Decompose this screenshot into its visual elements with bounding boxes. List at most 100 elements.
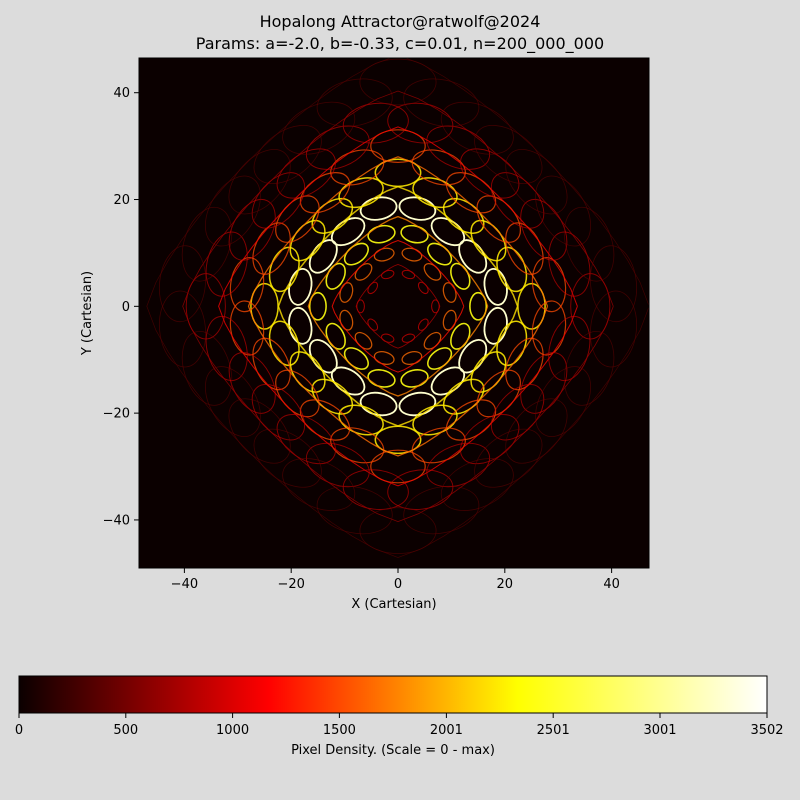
orbit-ellipse [563,206,615,282]
orbit-ellipse [426,125,491,170]
orbit-ellipse [250,282,279,330]
orbit-ellipse [589,245,638,323]
ring-band [355,264,441,349]
x-tick-label: 0 [394,577,402,592]
ring-band [331,239,465,373]
orbit-ellipse [517,282,546,330]
orbit-ellipse [387,102,454,144]
density-ring [146,58,649,558]
orbit-ellipse [359,58,437,106]
orbit-ellipse [490,172,545,229]
density-layer [146,58,649,558]
orbit-ellipse [440,101,514,155]
orbit-ellipse [589,290,638,368]
colorbar-frame [18,675,768,714]
orbit-ellipse [359,196,398,221]
orbit-ellipse [305,125,370,170]
orbit-ellipse [505,149,568,215]
chart-title: Hopalong Attractor@ratwolf@2024 [259,12,541,31]
orbit-ellipse [496,320,528,367]
orbit-ellipse [440,458,514,511]
x-tick-label: 20 [497,577,514,592]
ring-band [247,156,549,457]
orbit-ellipse [342,102,409,144]
x-tick-label: −40 [171,577,198,592]
orbit-ellipse [268,246,300,293]
orbit-ellipse [359,507,437,554]
orbit-ellipse [316,485,393,535]
orbit-ellipse [308,291,327,321]
orbit-ellipse [412,404,458,436]
colorbar [19,676,767,713]
orbit-ellipse [228,398,291,464]
orbit-ellipse [387,469,454,510]
x-axis-ticks: −40 −20 0 20 40 [171,568,620,592]
orbit-ellipse [403,78,480,127]
orbit-ellipse [431,299,440,314]
orbit-ellipse [483,268,508,306]
orbit-ellipse [229,256,265,313]
colorbar-tick-label: 3001 [643,723,676,738]
orbit-ellipse [548,315,591,382]
orbit-ellipse [398,391,437,417]
orbit-ellipse [483,306,508,345]
density-ring [247,156,549,457]
colorbar-tick-label: 0 [15,723,23,738]
colorbar-label: Pixel Density. (Scale = 0 - max) [291,743,495,758]
plot-frame [138,57,650,569]
orbit-ellipse [426,442,491,488]
orbit-ellipse [253,125,322,184]
y-tick-label: 0 [122,300,130,315]
orbit-ellipse [282,101,356,155]
orbit-ellipse [158,290,207,368]
orbit-ellipse [316,78,393,127]
y-tick-label: 20 [113,193,130,208]
ring-band [307,215,489,397]
orbit-ellipse [158,245,207,323]
y-axis-ticks: −40 −20 0 20 40 [103,86,139,528]
orbit-ellipse [338,177,384,209]
orbit-ellipse [563,331,615,406]
ring-band [182,90,614,523]
density-ring [182,90,614,523]
orbit-ellipse [531,256,567,313]
orbit-ellipse [268,320,300,367]
orbit-ellipse [374,425,422,455]
orbit-ellipse [505,398,568,464]
orbit-ellipse [398,196,437,221]
orbit-ellipse [370,129,426,164]
orbit-ellipse [228,149,291,215]
orbit-ellipse [253,428,322,488]
orbit-ellipse [474,125,543,184]
orbit-ellipse [474,428,543,488]
orbit-ellipse [356,299,365,314]
orbit-ellipse [370,449,426,484]
colorbar-tick-label: 500 [113,723,138,738]
orbit-ellipse [181,206,233,282]
ring-band [218,126,578,487]
orbit-ellipse [342,469,409,510]
colorbar-tick-label: 1500 [323,723,356,738]
x-tick-label: 40 [603,577,620,592]
orbit-ellipse [282,458,356,511]
colorbar-tick-label: 2501 [537,723,570,738]
orbit-ellipse [288,268,313,306]
y-tick-label: −40 [103,513,130,528]
y-tick-label: −20 [103,407,130,422]
orbit-ellipse [490,383,545,441]
orbit-ellipse [359,391,398,417]
plot-background [139,58,649,568]
density-ring [331,239,465,373]
orbit-ellipse [338,404,384,436]
orbit-ellipse [305,442,370,488]
colorbar-tick-label: 1000 [216,723,249,738]
orbit-ellipse [496,246,528,293]
orbit-ellipse [205,231,248,297]
colorbar-tick-label: 3502 [750,723,783,738]
y-tick-label: 40 [113,86,130,101]
orbit-ellipse [374,158,422,188]
orbit-ellipse [205,315,248,382]
orbit-ellipse [181,331,233,406]
orbit-ellipse [403,485,480,535]
